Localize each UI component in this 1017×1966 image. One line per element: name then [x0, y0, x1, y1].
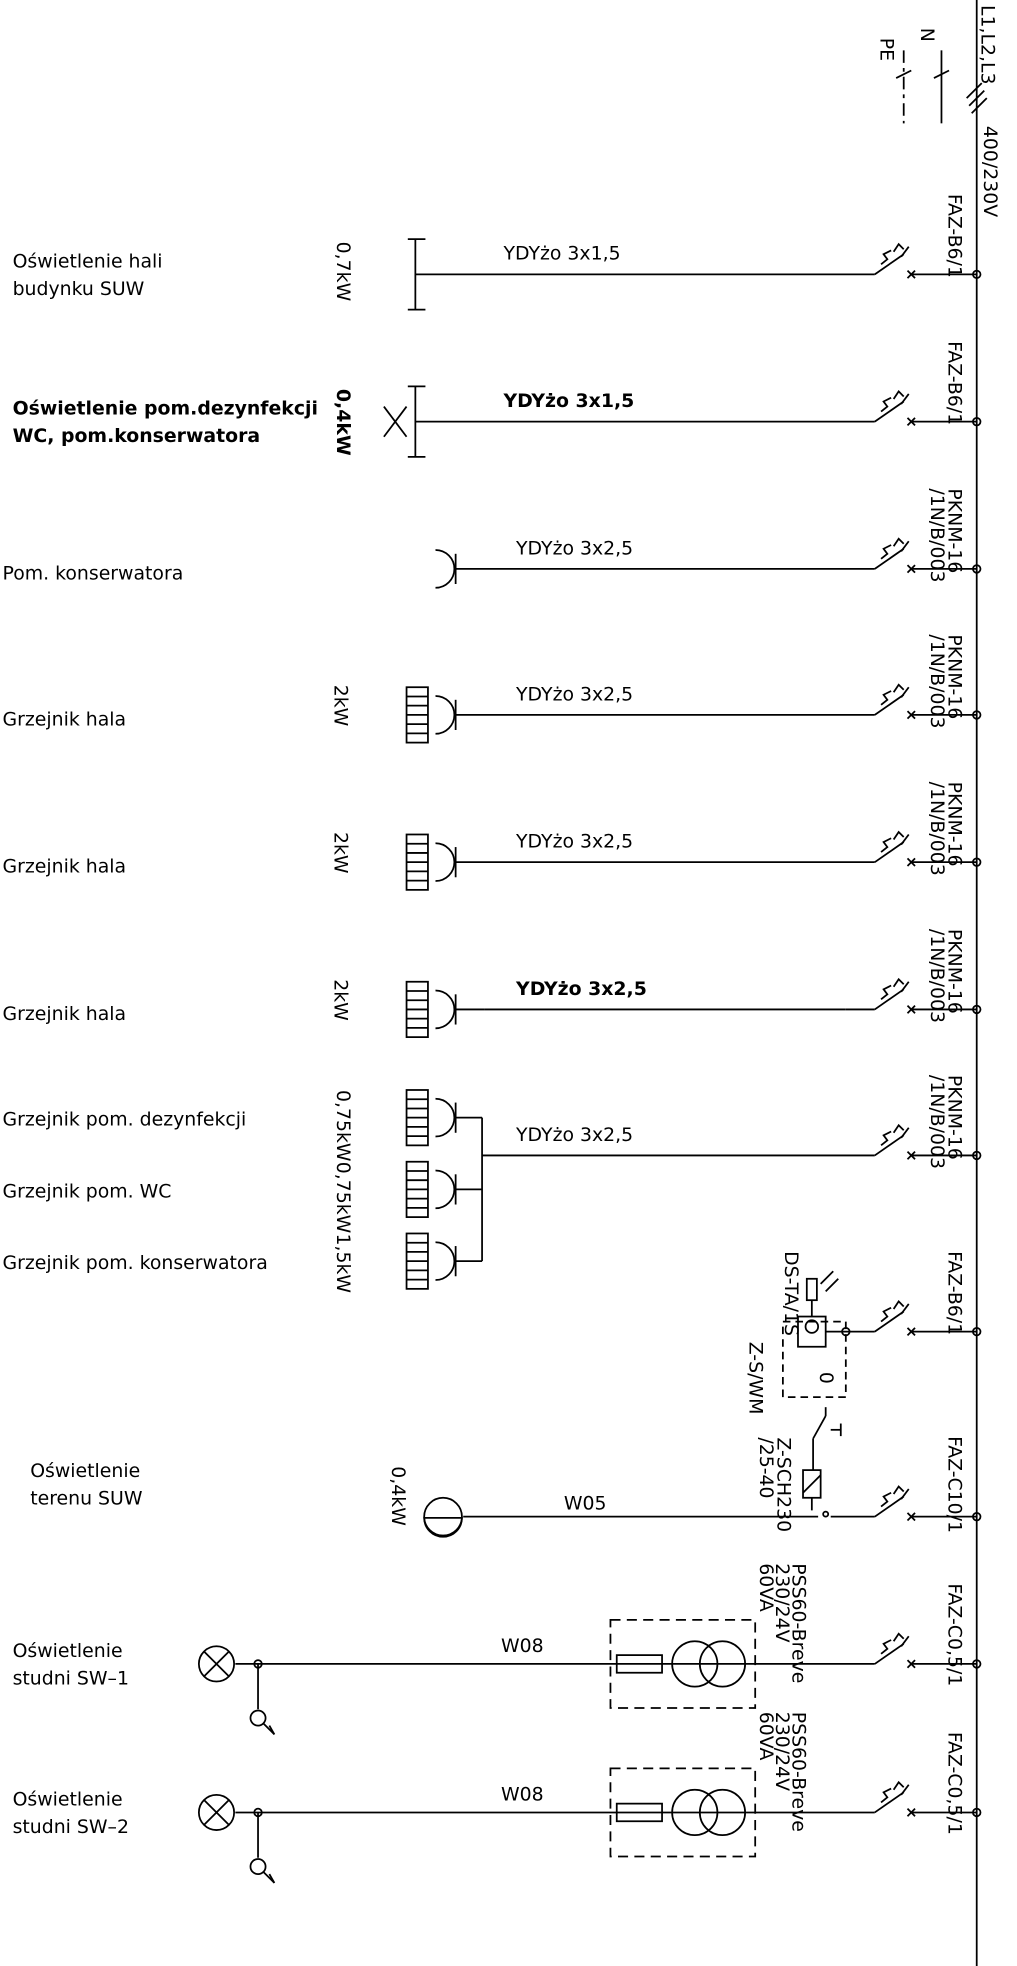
- cable-label: W05: [564, 1493, 607, 1515]
- power-label: 0,75kW: [332, 1162, 354, 1234]
- lamp-fill: [424, 1518, 462, 1537]
- circuit-label: Oświetlenie: [13, 1788, 123, 1810]
- circuit-label: Pom. konserwatora: [3, 562, 184, 584]
- socket: [435, 550, 454, 588]
- circuit-label: terenu SUW: [30, 1488, 143, 1510]
- cable-label: YDYżo 3x2,5: [515, 1124, 633, 1146]
- cable-label: YDYżo 3x2,5: [515, 978, 647, 1000]
- circuit-label: budynku SUW: [13, 278, 145, 300]
- circuit-label: studni SW–1: [13, 1668, 129, 1690]
- breaker-label: FAZ-B6/1: [944, 1251, 966, 1335]
- cable-label: W08: [501, 1783, 544, 1805]
- wire: [875, 989, 904, 1009]
- supply-label: 400/230V: [979, 126, 1001, 217]
- circuit-label: WC, pom.konserwatora: [13, 425, 261, 447]
- power-label: 2kW: [329, 832, 351, 874]
- breaker-label: /1N/B/003: [926, 929, 948, 1023]
- breaker-label: FAZ-C10/1: [944, 1436, 966, 1533]
- power-label: 2kW: [329, 979, 351, 1021]
- breaker-label: /1N/B/003: [926, 782, 948, 876]
- wire: [875, 1135, 904, 1155]
- wire: [875, 1497, 904, 1517]
- circuit-label: Oświetlenie: [30, 1460, 140, 1482]
- breaker-label: FAZ-B6/1: [944, 341, 966, 425]
- wire: [875, 402, 904, 422]
- circuit-label: Oświetlenie hali: [13, 250, 163, 272]
- socket: [435, 696, 454, 734]
- contact: [823, 1512, 828, 1517]
- wire: [875, 695, 904, 715]
- photocell: [807, 1279, 817, 1300]
- breaker-label: /1N/B/003: [926, 1075, 948, 1169]
- wire: [813, 1416, 826, 1439]
- wire: [875, 1644, 904, 1664]
- circuit-label: Grzejnik pom. WC: [3, 1180, 172, 1202]
- cable-label: W08: [501, 1635, 544, 1657]
- control-label: Z-S/WM: [745, 1342, 767, 1415]
- breaker-label: FAZ-B6/1: [944, 194, 966, 278]
- circuit-label: Oświetlenie: [13, 1640, 123, 1662]
- supply-label: L1,L2,L3: [976, 5, 998, 85]
- power-label: 0,4kW: [332, 389, 354, 456]
- diagram: L1,L2,L3 400/230V N PE FAZ-B6/1 YDYżo 3x1,5 Oś…: [0, 0, 1017, 1966]
- socket: [435, 843, 454, 881]
- wire: [803, 1475, 821, 1493]
- power-label: 0,75kW: [332, 1090, 354, 1162]
- transformer-label: 60VA: [755, 1712, 777, 1761]
- cable-label: YDYżo 3x2,5: [515, 831, 633, 853]
- wire: [875, 1312, 904, 1332]
- breaker-label: FAZ-C0,5/1: [944, 1732, 966, 1835]
- wire: [875, 842, 904, 862]
- power-label: 2kW: [329, 685, 351, 727]
- circuit-label: studni SW–2: [13, 1816, 129, 1838]
- power-label: 0,4kW: [387, 1466, 409, 1526]
- control-label: 0: [815, 1372, 837, 1384]
- cable-label: YDYżo 3x1,5: [502, 243, 620, 265]
- breaker-label: /1N/B/003: [926, 634, 948, 728]
- circuit-label: Grzejnik hala: [3, 708, 127, 730]
- light-arrows: [821, 1271, 839, 1291]
- control-label: DS-TA/1S: [780, 1251, 802, 1336]
- circuit-label: Oświetlenie pom.dezynfekcji: [13, 398, 318, 420]
- cable-label: YDYżo 3x1,5: [502, 390, 634, 412]
- supply-label: N: [916, 28, 938, 42]
- lamp: [424, 1498, 462, 1536]
- power-label: 1,5kW: [332, 1233, 354, 1293]
- cable-label: YDYżo 3x2,5: [515, 537, 633, 559]
- cable-label: YDYżo 3x2,5: [515, 683, 633, 705]
- transformer-label: 60VA: [755, 1563, 777, 1612]
- circuit-label: Grzejnik pom. dezynfekcji: [3, 1109, 247, 1131]
- breaker-label: FAZ-C0,5/1: [944, 1583, 966, 1686]
- socket: [435, 1099, 454, 1137]
- circuit-label: Grzejnik pom. konserwatora: [3, 1252, 268, 1274]
- power-label: 0,7kW: [332, 242, 354, 302]
- circuit-label: Grzejnik hala: [3, 1003, 127, 1025]
- breaker-label: /1N/B/003: [926, 488, 948, 582]
- wire: [875, 254, 904, 274]
- wire: [875, 1792, 904, 1812]
- circuit-label: Grzejnik hala: [3, 856, 127, 878]
- socket: [435, 1242, 454, 1280]
- wire: [875, 549, 904, 569]
- socket: [435, 991, 454, 1029]
- supply-label: PE: [876, 38, 898, 61]
- control-label: /25-40: [755, 1437, 777, 1498]
- socket: [435, 1171, 454, 1209]
